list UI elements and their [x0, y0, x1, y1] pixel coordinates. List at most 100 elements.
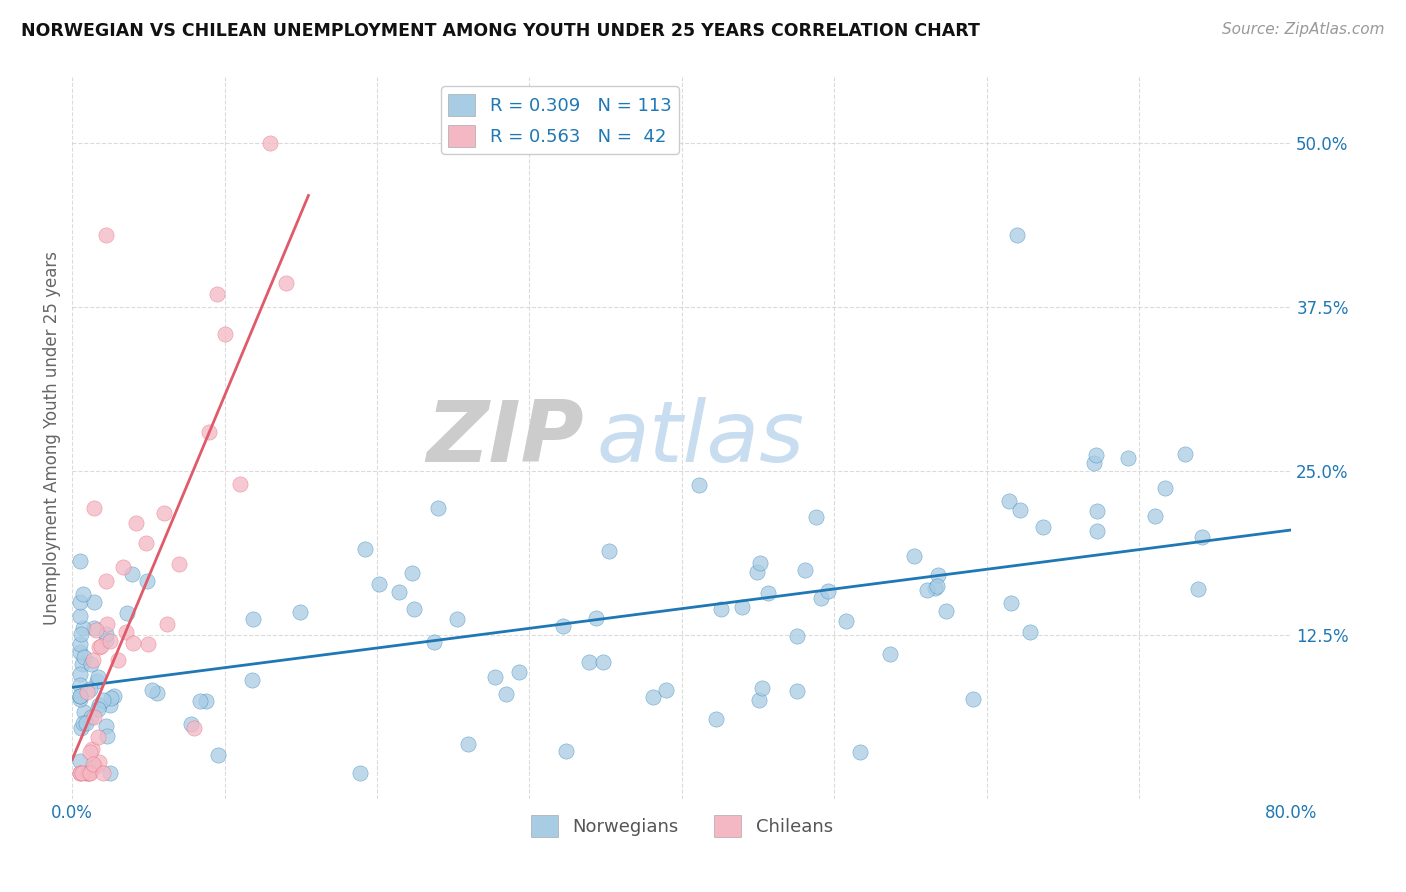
Text: NORWEGIAN VS CHILEAN UNEMPLOYMENT AMONG YOUTH UNDER 25 YEARS CORRELATION CHART: NORWEGIAN VS CHILEAN UNEMPLOYMENT AMONG … — [21, 22, 980, 40]
Point — [578, 655, 600, 669]
Point — [1143, 508, 1166, 523]
Text: ZIP: ZIP — [426, 397, 585, 480]
Point — [79, 745, 101, 759]
Point — [121, 567, 143, 582]
Point — [1085, 524, 1108, 539]
Point — [756, 586, 779, 600]
Point — [87, 702, 110, 716]
Point — [69, 645, 91, 659]
Point — [242, 612, 264, 626]
Point — [927, 568, 949, 582]
Point — [457, 737, 479, 751]
Point — [76, 684, 98, 698]
Point — [80, 657, 103, 672]
Point — [69, 609, 91, 624]
Point — [73, 650, 96, 665]
Point — [1087, 504, 1109, 518]
Point — [156, 617, 179, 632]
Point — [96, 719, 118, 733]
Point — [183, 721, 205, 735]
Point — [141, 682, 163, 697]
Point — [1005, 227, 1028, 242]
Point — [98, 633, 121, 648]
Point — [82, 653, 104, 667]
Point — [125, 516, 148, 530]
Point — [69, 765, 91, 780]
Point — [87, 755, 110, 769]
Point — [1031, 519, 1053, 533]
Point — [748, 692, 770, 706]
Point — [1174, 447, 1197, 461]
Point — [710, 601, 733, 615]
Point — [69, 765, 91, 780]
Point — [401, 566, 423, 581]
Point — [69, 689, 91, 703]
Point — [135, 574, 157, 588]
Point — [117, 606, 139, 620]
Point — [1000, 596, 1022, 610]
Point — [96, 729, 118, 743]
Point — [152, 506, 174, 520]
Point — [72, 705, 94, 719]
Point — [731, 600, 754, 615]
Point — [69, 691, 91, 706]
Point — [1018, 625, 1040, 640]
Point — [935, 604, 957, 618]
Point — [354, 541, 377, 556]
Point — [72, 587, 94, 601]
Text: atlas: atlas — [596, 397, 804, 480]
Point — [69, 689, 91, 703]
Legend: Norwegians, Chileans: Norwegians, Chileans — [523, 807, 841, 844]
Point — [83, 710, 105, 724]
Point — [79, 765, 101, 780]
Y-axis label: Unemployment Among Youth under 25 years: Unemployment Among Youth under 25 years — [44, 252, 60, 625]
Point — [207, 747, 229, 762]
Point — [79, 765, 101, 780]
Point — [1116, 451, 1139, 466]
Point — [214, 326, 236, 341]
Point — [86, 674, 108, 689]
Point — [180, 717, 202, 731]
Point — [69, 595, 91, 609]
Point — [75, 765, 97, 780]
Point — [598, 543, 620, 558]
Point — [72, 657, 94, 672]
Point — [69, 554, 91, 568]
Point — [77, 765, 100, 780]
Point — [205, 286, 228, 301]
Point — [94, 227, 117, 242]
Point — [1083, 456, 1105, 470]
Point — [94, 626, 117, 640]
Point — [75, 716, 97, 731]
Point — [423, 634, 446, 648]
Point — [115, 625, 138, 640]
Point — [903, 549, 925, 564]
Point — [240, 673, 263, 688]
Point — [89, 640, 111, 654]
Point — [849, 745, 872, 759]
Point — [194, 694, 217, 708]
Point — [98, 765, 121, 780]
Point — [83, 501, 105, 516]
Point — [86, 623, 108, 637]
Point — [402, 602, 425, 616]
Point — [83, 621, 105, 635]
Point — [167, 557, 190, 571]
Point — [688, 478, 710, 492]
Point — [508, 665, 530, 680]
Point — [72, 620, 94, 634]
Point — [80, 710, 103, 724]
Point — [146, 686, 169, 700]
Point — [107, 653, 129, 667]
Point — [643, 690, 665, 704]
Point — [1191, 530, 1213, 544]
Point — [1153, 481, 1175, 495]
Point — [426, 500, 449, 515]
Point — [96, 574, 118, 588]
Point — [86, 670, 108, 684]
Point — [96, 616, 118, 631]
Point — [69, 666, 91, 681]
Point — [138, 637, 160, 651]
Text: Source: ZipAtlas.com: Source: ZipAtlas.com — [1222, 22, 1385, 37]
Point — [555, 744, 578, 758]
